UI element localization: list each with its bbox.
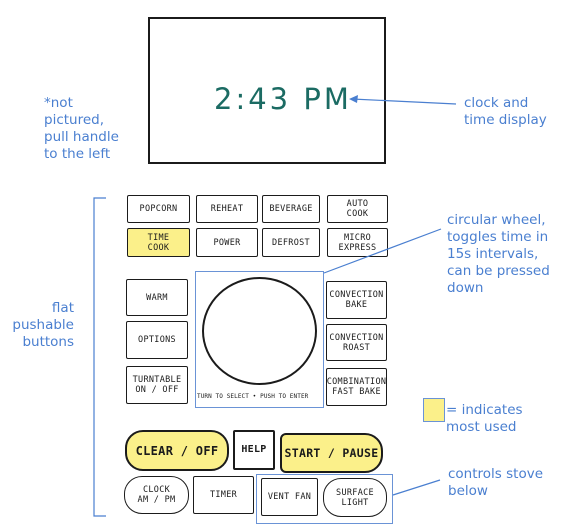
combination-fast-bake-button[interactable]: COMBINATION FAST BAKE xyxy=(326,368,387,406)
time-cook-button[interactable]: TIME COOK xyxy=(127,228,190,257)
auto-cook-button[interactable]: AUTO COOK xyxy=(327,195,388,223)
start-pause-button[interactable]: START / PAUSE xyxy=(280,433,383,473)
defrost-button[interactable]: DEFROST xyxy=(262,228,320,257)
beverage-button[interactable]: BEVERAGE xyxy=(262,195,320,223)
popcorn-button[interactable]: POPCORN xyxy=(127,195,190,223)
surface-light-button[interactable]: SURFACE LIGHT xyxy=(323,478,387,517)
wheel-note: circular wheel, toggles time in 15s inte… xyxy=(447,212,550,296)
buttons-note: flat pushable buttons xyxy=(12,300,74,350)
wheel-pointer-line xyxy=(323,228,442,274)
display-time: 2:43 PM xyxy=(214,82,352,116)
clear-off-button[interactable]: CLEAR / OFF xyxy=(125,430,229,471)
convection-bake-button[interactable]: CONVECTION BAKE xyxy=(326,281,387,319)
clock-note: clock and time display xyxy=(464,95,547,128)
wheel-caption: TURN TO SELECT • PUSH TO ENTER xyxy=(197,393,309,400)
controls-note: controls stove below xyxy=(448,466,544,499)
clock-arrow-head xyxy=(349,95,358,103)
clock-display xyxy=(148,17,386,164)
convection-roast-button[interactable]: CONVECTION ROAST xyxy=(326,324,387,361)
stove-controls-box xyxy=(256,474,393,524)
controls-pointer-line xyxy=(392,479,441,496)
handle-note: *not pictured, pull handle to the left xyxy=(44,95,119,162)
legend-note: = indicates most used xyxy=(446,402,523,435)
timer-button[interactable]: TIMER xyxy=(193,476,254,514)
options-button[interactable]: OPTIONS xyxy=(126,321,188,359)
buttons-bracket xyxy=(93,197,106,517)
highlight-legend-swatch xyxy=(423,398,445,422)
warm-button[interactable]: WARM xyxy=(126,279,188,316)
reheat-button[interactable]: REHEAT xyxy=(196,195,258,223)
clock-button[interactable]: CLOCK AM / PM xyxy=(124,476,189,514)
vent-fan-button[interactable]: VENT FAN xyxy=(261,478,318,516)
clock-arrow-line xyxy=(351,98,457,105)
help-button[interactable]: HELP xyxy=(233,430,275,470)
power-button[interactable]: POWER xyxy=(196,228,258,257)
selector-wheel[interactable] xyxy=(202,277,317,385)
wheel-highlight-box xyxy=(195,271,324,408)
turntable-button[interactable]: TURNTABLE ON / OFF xyxy=(126,366,188,404)
